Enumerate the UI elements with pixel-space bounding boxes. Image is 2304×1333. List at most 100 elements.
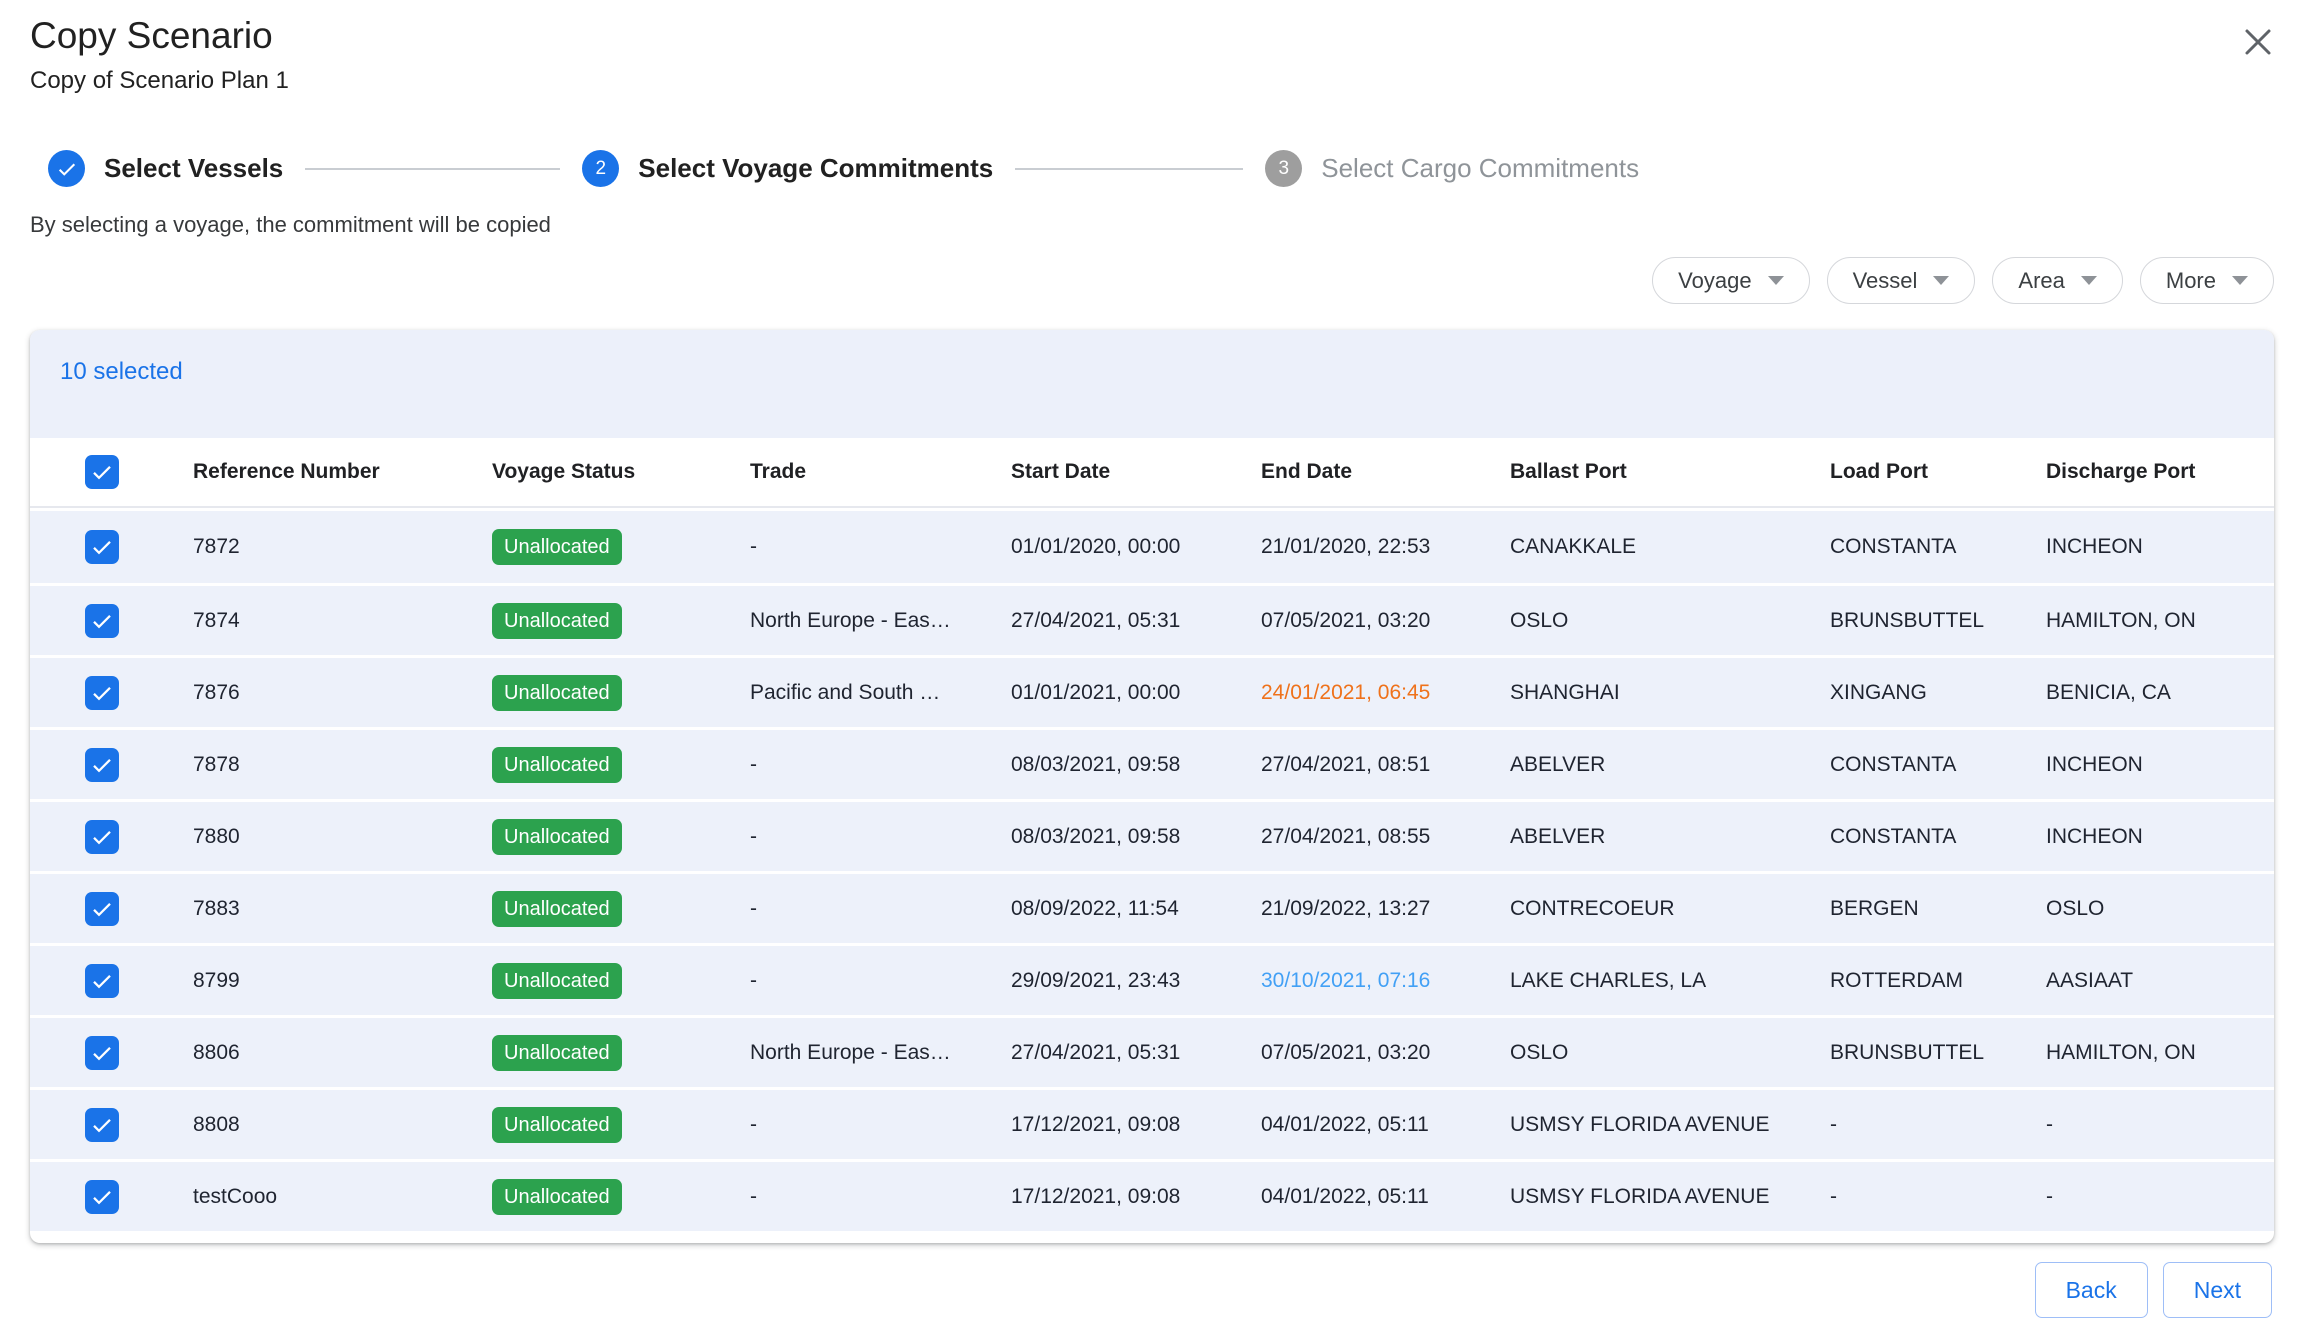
column-header: Start Date: [1011, 460, 1261, 484]
column-header: Ballast Port: [1510, 460, 1830, 484]
step-number-circle: 3: [1265, 150, 1302, 187]
cell-trade: -: [750, 535, 1011, 559]
cell-end-date: 21/01/2020, 22:53: [1261, 535, 1510, 559]
cell-start-date: 01/01/2021, 00:00: [1011, 681, 1261, 705]
filter-button-voyage[interactable]: Voyage: [1652, 257, 1809, 304]
filter-label: Voyage: [1678, 268, 1751, 294]
table-header-row: Reference NumberVoyage StatusTradeStart …: [30, 438, 2274, 508]
filter-button-vessel[interactable]: Vessel: [1827, 257, 1976, 304]
step-hint-text: By selecting a voyage, the commitment wi…: [30, 212, 551, 238]
cell-voyage-status: Unallocated: [492, 891, 750, 927]
cell-discharge-port: BENICIA, CA: [2046, 681, 2274, 705]
stepper-step-select-cargo-commitments[interactable]: 3 Select Cargo Commitments: [1265, 150, 1639, 187]
status-badge: Unallocated: [492, 675, 622, 711]
cell-reference-number: testCooo: [193, 1185, 492, 1209]
cell-discharge-port: INCHEON: [2046, 535, 2274, 559]
cell-voyage-status: Unallocated: [492, 603, 750, 639]
cell-trade: North Europe - Eas…: [750, 609, 1011, 633]
cell-trade: Pacific and South …: [750, 681, 1011, 705]
cell-discharge-port: OSLO: [2046, 897, 2274, 921]
scenario-name: Copy of Scenario Plan 1: [30, 67, 289, 95]
row-checkbox[interactable]: [85, 1036, 119, 1070]
cell-reference-number: 8808: [193, 1113, 492, 1137]
cell-reference-number: 7874: [193, 609, 492, 633]
column-header: End Date: [1261, 460, 1510, 484]
cell-trade: -: [750, 969, 1011, 993]
cell-end-date: 27/04/2021, 08:51: [1261, 753, 1510, 777]
cell-voyage-status: Unallocated: [492, 963, 750, 999]
next-button[interactable]: Next: [2163, 1262, 2272, 1318]
cell-discharge-port: AASIAAT: [2046, 969, 2274, 993]
selection-bar: 10 selected: [30, 330, 2274, 438]
checkmark-icon: [90, 609, 114, 633]
column-header: Trade: [750, 460, 1011, 484]
cell-end-date: 24/01/2021, 06:45: [1261, 681, 1510, 705]
row-checkbox[interactable]: [85, 892, 119, 926]
status-badge: Unallocated: [492, 529, 622, 565]
cell-reference-number: 7872: [193, 535, 492, 559]
cell-voyage-status: Unallocated: [492, 1107, 750, 1143]
cell-start-date: 27/04/2021, 05:31: [1011, 1041, 1261, 1065]
stepper-step-select-vessels[interactable]: Select Vessels: [48, 150, 283, 187]
checkmark-icon: [90, 535, 114, 559]
row-checkbox[interactable]: [85, 748, 119, 782]
cell-voyage-status: Unallocated: [492, 1179, 750, 1215]
cell-reference-number: 7878: [193, 753, 492, 777]
column-header: Load Port: [1830, 460, 2046, 484]
status-badge: Unallocated: [492, 963, 622, 999]
row-checkbox[interactable]: [85, 1180, 119, 1214]
cell-load-port: BERGEN: [1830, 897, 2046, 921]
checkmark-icon: [90, 1185, 114, 1209]
filter-button-more[interactable]: More: [2140, 257, 2274, 304]
cell-reference-number: 7876: [193, 681, 492, 705]
cell-ballast-port: ABELVER: [1510, 825, 1830, 849]
status-badge: Unallocated: [492, 891, 622, 927]
footer-actions: Back Next: [2035, 1262, 2272, 1318]
status-badge: Unallocated: [492, 819, 622, 855]
status-badge: Unallocated: [492, 747, 622, 783]
row-checkbox[interactable]: [85, 820, 119, 854]
row-checkbox[interactable]: [85, 1108, 119, 1142]
chevron-down-icon: [1933, 276, 1949, 285]
close-button[interactable]: [2234, 18, 2282, 66]
cell-ballast-port: USMSY FLORIDA AVENUE: [1510, 1113, 1830, 1137]
status-badge: Unallocated: [492, 1179, 622, 1215]
cell-ballast-port: LAKE CHARLES, LA: [1510, 969, 1830, 993]
cell-voyage-status: Unallocated: [492, 529, 750, 565]
page-title: Copy Scenario: [30, 14, 289, 58]
filter-label: Vessel: [1853, 268, 1918, 294]
select-all-checkbox[interactable]: [85, 455, 119, 489]
chevron-down-icon: [1768, 276, 1784, 285]
back-button[interactable]: Back: [2035, 1262, 2148, 1318]
stepper-step-select-voyage-commitments[interactable]: 2 Select Voyage Commitments: [582, 150, 993, 187]
cell-load-port: BRUNSBUTTEL: [1830, 1041, 2046, 1065]
cell-ballast-port: OSLO: [1510, 1041, 1830, 1065]
cell-trade: -: [750, 825, 1011, 849]
cell-ballast-port: CANAKKALE: [1510, 535, 1830, 559]
cell-voyage-status: Unallocated: [492, 747, 750, 783]
checkmark-icon: [90, 825, 114, 849]
status-badge: Unallocated: [492, 1035, 622, 1071]
row-checkbox[interactable]: [85, 964, 119, 998]
table-row: 8806 Unallocated North Europe - Eas… 27/…: [30, 1015, 2274, 1087]
filter-button-area[interactable]: Area: [1992, 257, 2122, 304]
step-label: Select Cargo Commitments: [1321, 153, 1639, 184]
cell-ballast-port: ABELVER: [1510, 753, 1830, 777]
cell-load-port: XINGANG: [1830, 681, 2046, 705]
cell-discharge-port: INCHEON: [2046, 753, 2274, 777]
row-checkbox[interactable]: [85, 604, 119, 638]
chevron-down-icon: [2081, 276, 2097, 285]
row-checkbox[interactable]: [85, 676, 119, 710]
filter-label: More: [2166, 268, 2216, 294]
cell-trade: -: [750, 897, 1011, 921]
row-checkbox[interactable]: [85, 530, 119, 564]
selected-count: 10 selected: [60, 358, 183, 385]
cell-trade: -: [750, 1113, 1011, 1137]
cell-end-date: 04/01/2022, 05:11: [1261, 1113, 1510, 1137]
cell-end-date: 07/05/2021, 03:20: [1261, 609, 1510, 633]
cell-end-date: 07/05/2021, 03:20: [1261, 1041, 1510, 1065]
cell-load-port: CONSTANTA: [1830, 535, 2046, 559]
cell-end-date: 30/10/2021, 07:16: [1261, 969, 1510, 993]
cell-discharge-port: -: [2046, 1185, 2274, 1209]
cell-load-port: CONSTANTA: [1830, 753, 2046, 777]
